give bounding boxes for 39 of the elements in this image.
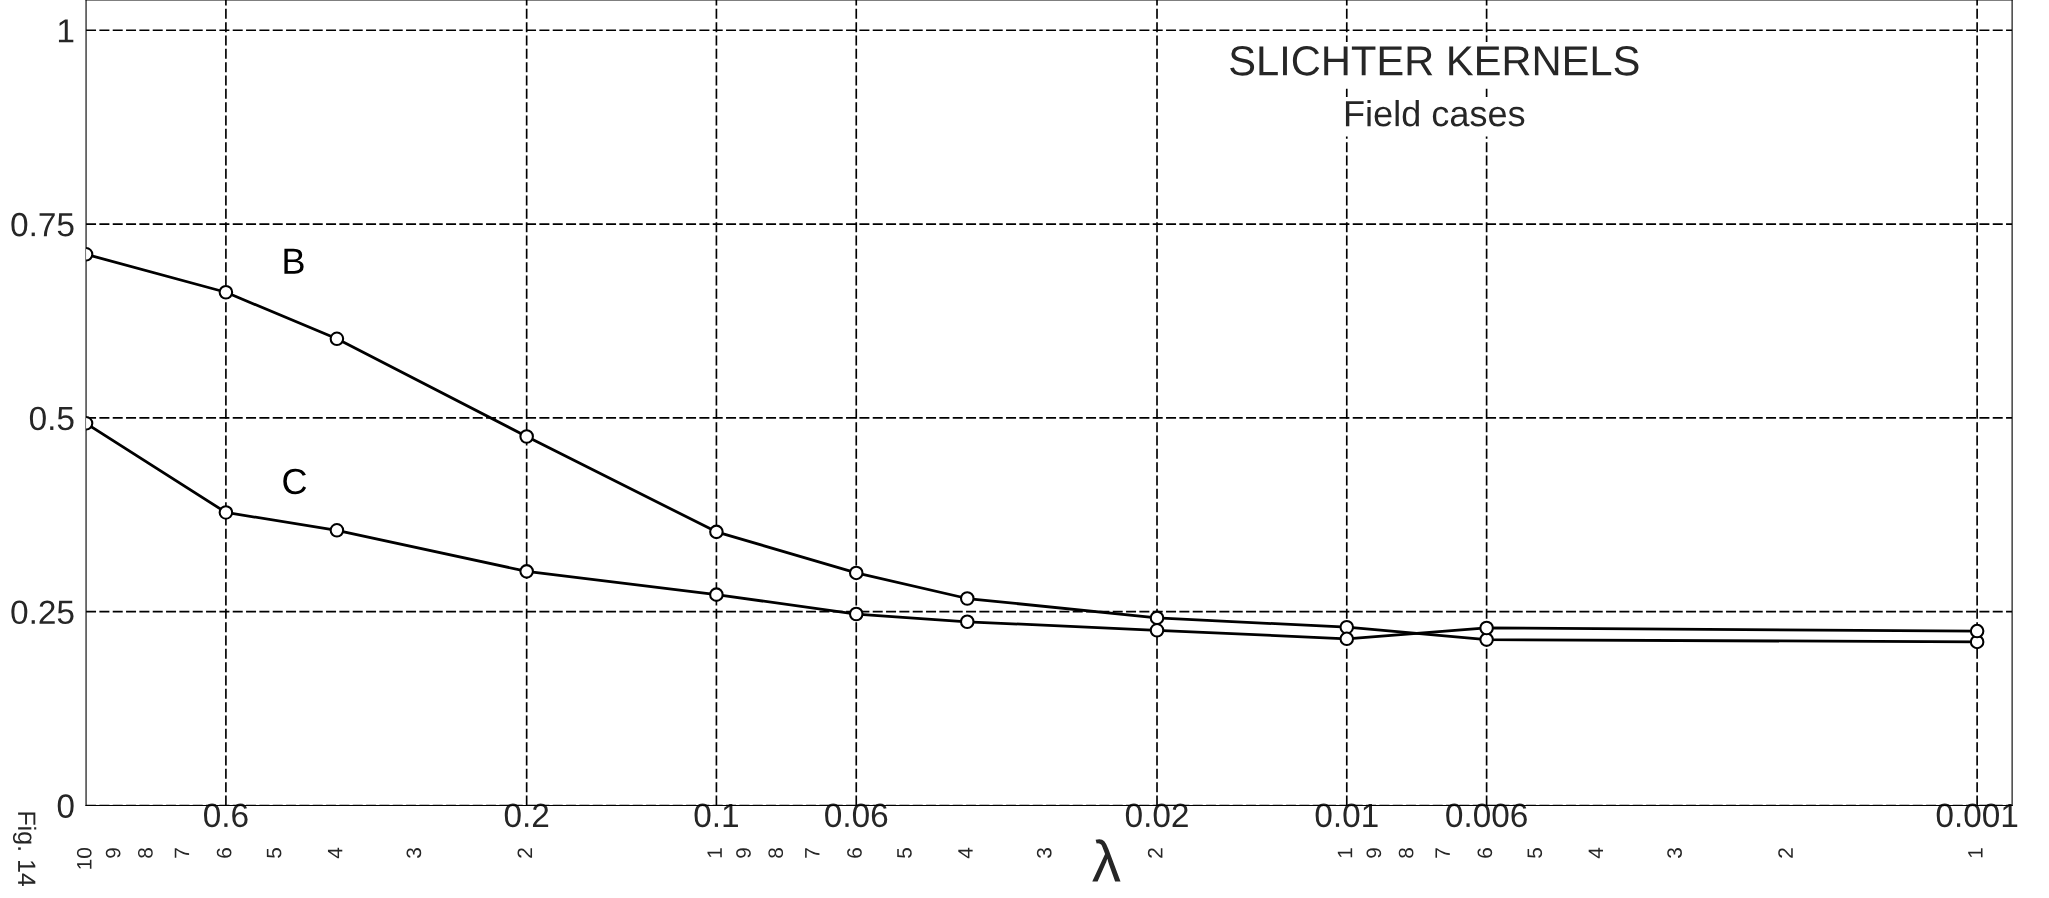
text: 8 bbox=[1398, 848, 1414, 858]
text: 3 bbox=[1036, 848, 1052, 858]
y-tick-label: 0.5 bbox=[29, 406, 74, 431]
text: 2 bbox=[1147, 848, 1163, 858]
text: 4 bbox=[327, 847, 343, 859]
text: 4 bbox=[958, 847, 973, 859]
text: 6 bbox=[216, 848, 232, 858]
text: 8 bbox=[137, 848, 153, 858]
text: 10 bbox=[76, 847, 92, 869]
caption: Fig. 14 bbox=[12, 812, 37, 887]
y-tick-label: 0.25 bbox=[11, 600, 74, 625]
text: 7 bbox=[805, 848, 820, 858]
x-axis-title: λ bbox=[1092, 839, 1121, 882]
text: 9 bbox=[105, 848, 121, 858]
y-tick-label: 0.75 bbox=[11, 212, 74, 237]
text: 9 bbox=[736, 848, 751, 858]
text: 7 bbox=[1435, 848, 1450, 858]
text: 1 bbox=[1337, 848, 1353, 858]
series-label: C bbox=[283, 468, 307, 495]
text: 1 bbox=[707, 848, 722, 858]
text: 5 bbox=[1527, 848, 1543, 858]
text: 8 bbox=[768, 848, 784, 858]
text: 5 bbox=[266, 848, 282, 858]
text: 2 bbox=[1778, 848, 1793, 858]
text: 7 bbox=[174, 848, 190, 858]
text: 3 bbox=[406, 848, 422, 858]
series-label: B bbox=[284, 248, 304, 274]
text: 1 bbox=[1968, 848, 1983, 858]
text: 6 bbox=[847, 848, 862, 858]
text: 4 bbox=[1588, 847, 1603, 859]
text: 3 bbox=[1667, 848, 1682, 858]
text: 6 bbox=[1477, 848, 1493, 858]
y-tick-label: 1 bbox=[58, 19, 74, 43]
text: Field cases bbox=[1345, 99, 1525, 127]
text: 9 bbox=[1366, 848, 1382, 858]
text: 5 bbox=[897, 848, 912, 858]
text: SLICHTER KERNELS bbox=[1230, 46, 1639, 76]
y-tick-label: 0 bbox=[57, 794, 74, 818]
text: 2 bbox=[517, 848, 533, 858]
